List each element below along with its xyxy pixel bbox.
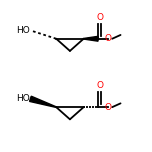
Text: O: O	[96, 81, 103, 90]
Text: HO: HO	[16, 26, 30, 35]
Polygon shape	[84, 36, 98, 41]
Polygon shape	[29, 96, 56, 107]
Text: O: O	[96, 13, 103, 22]
Text: O: O	[104, 103, 111, 112]
Text: HO: HO	[16, 94, 30, 103]
Text: O: O	[104, 34, 111, 43]
